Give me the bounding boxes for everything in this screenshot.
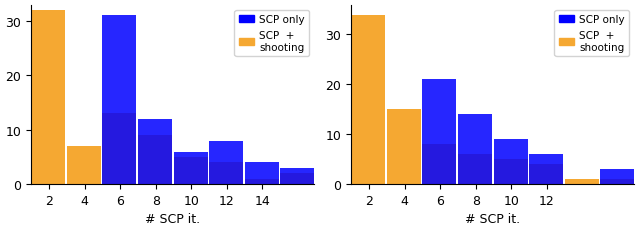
Bar bbox=[31, 11, 65, 184]
Bar bbox=[280, 168, 314, 184]
Bar bbox=[422, 145, 456, 184]
Bar bbox=[529, 155, 563, 184]
Bar bbox=[564, 179, 599, 184]
Bar bbox=[493, 160, 527, 184]
Legend: SCP only, SCP  +
shooting: SCP only, SCP + shooting bbox=[234, 11, 309, 57]
Bar bbox=[173, 157, 207, 184]
Bar bbox=[102, 114, 136, 184]
X-axis label: # SCP it.: # SCP it. bbox=[465, 213, 520, 225]
Bar bbox=[600, 179, 634, 184]
Bar bbox=[600, 170, 634, 184]
Bar bbox=[102, 16, 136, 184]
Bar bbox=[351, 15, 385, 184]
Bar bbox=[67, 146, 101, 184]
Bar bbox=[422, 80, 456, 184]
Legend: SCP only, SCP  +
shooting: SCP only, SCP + shooting bbox=[554, 11, 629, 57]
Bar bbox=[493, 140, 527, 184]
X-axis label: # SCP it.: # SCP it. bbox=[145, 213, 200, 225]
Bar bbox=[244, 163, 279, 184]
Bar bbox=[280, 173, 314, 184]
Bar bbox=[209, 141, 243, 184]
Bar bbox=[138, 136, 172, 184]
Bar bbox=[387, 110, 421, 184]
Bar bbox=[458, 155, 492, 184]
Bar bbox=[209, 163, 243, 184]
Bar bbox=[244, 179, 279, 184]
Bar bbox=[529, 164, 563, 184]
Bar bbox=[173, 152, 207, 184]
Bar bbox=[138, 119, 172, 184]
Bar bbox=[458, 115, 492, 184]
